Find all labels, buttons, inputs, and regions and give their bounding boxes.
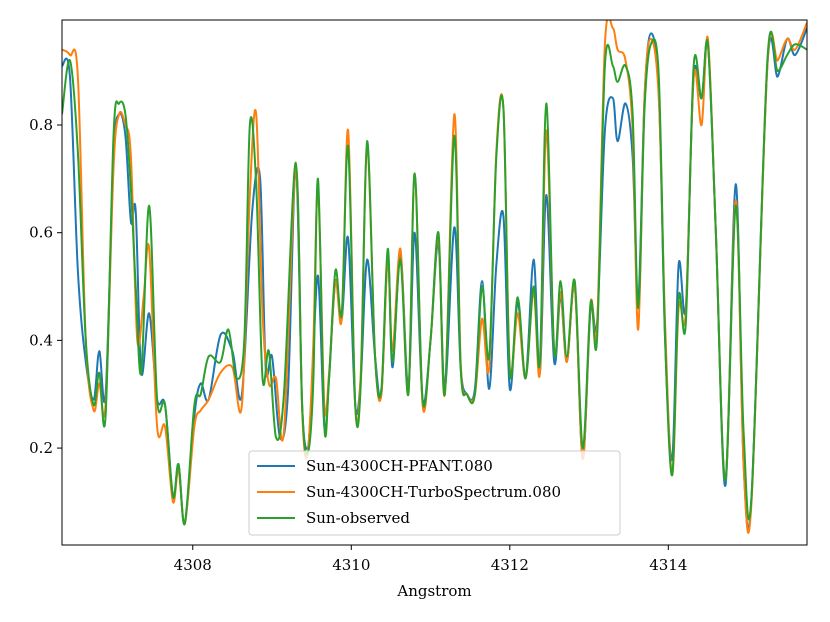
y-tick-label: 0.6 [29, 224, 53, 242]
plot-frame [61, 19, 808, 546]
y-tick-label: 0.2 [29, 439, 53, 457]
series-lines [62, 20, 807, 534]
legend-box [248, 450, 621, 536]
x-tick-label: 4312 [491, 556, 529, 574]
series-line-observed [62, 30, 807, 526]
x-tick-label: 4310 [332, 556, 370, 574]
x-tick-label: 4314 [649, 556, 687, 574]
legend-label-observed: Sun-observed [306, 509, 410, 527]
legend-label-turbospectrum: Sun-4300CH-TurboSpectrum.080 [306, 483, 561, 501]
legend-label-pfant: Sun-4300CH-PFANT.080 [306, 457, 493, 475]
y-tick-label: 0.4 [29, 331, 53, 349]
x-tick-label: 4308 [174, 556, 212, 574]
x-axis-label: Angstrom [396, 582, 471, 600]
axis-ticks: 4308 4310 4312 4314 0.2 0.4 0.6 0.8 [29, 116, 687, 574]
y-tick-label: 0.8 [29, 116, 53, 134]
legend: Sun-4300CH-PFANT.080 Sun-4300CH-TurboSpe… [248, 450, 621, 536]
